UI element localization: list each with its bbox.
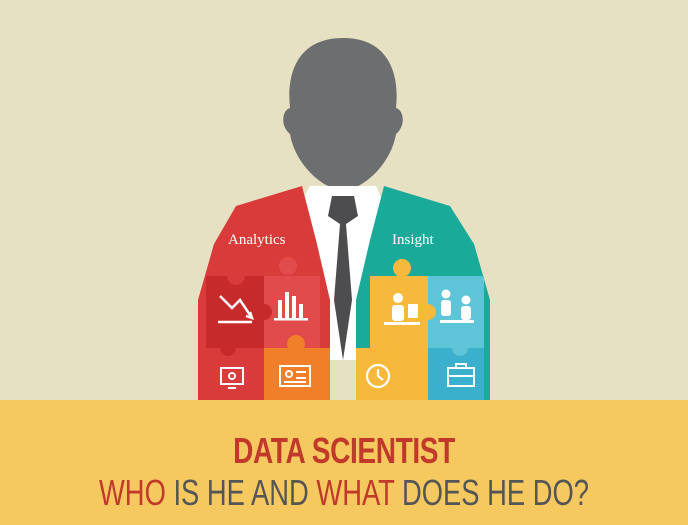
head-silhouette	[283, 38, 403, 196]
bar-chart-icon	[274, 292, 308, 321]
subtitle-who: WHO	[98, 472, 166, 513]
people-meeting-icon	[440, 289, 474, 323]
page-title: DATA SCIENTIST	[233, 430, 455, 471]
puzzle-knob	[287, 335, 305, 353]
puzzle-knob	[452, 340, 468, 356]
puzzle-piece	[428, 276, 484, 348]
page-subtitle: WHO IS HE AND WHAT DOES HE DO?	[83, 472, 606, 514]
puzzle-piece	[428, 348, 484, 400]
subtitle-what: WHAT	[316, 472, 395, 513]
puzzle-knob	[279, 257, 297, 275]
puzzle-knob	[227, 267, 245, 285]
subtitle-is-he-and: IS HE AND	[165, 472, 317, 513]
puzzle-knob	[439, 257, 457, 275]
puzzle-knob	[256, 304, 272, 320]
trend-down-chart-icon	[218, 295, 254, 324]
clock-icon	[365, 363, 391, 389]
puzzle-piece	[264, 348, 330, 400]
id-card-icon	[279, 365, 311, 387]
puzzle-piece	[206, 276, 264, 348]
briefcase-icon	[447, 363, 475, 387]
insight-label: Insight	[392, 232, 434, 248]
puzzle-knob	[393, 259, 411, 277]
necktie	[328, 196, 358, 360]
title-banner	[0, 400, 688, 525]
puzzle-knob	[420, 304, 436, 320]
puzzle-knob	[379, 341, 397, 359]
person-at-desk-icon	[384, 293, 420, 325]
puzzle-knob	[220, 340, 236, 356]
computer-monitor-icon	[220, 367, 244, 389]
analytics-label: Analytics	[228, 232, 286, 248]
subtitle-does-he-do: DOES HE DO?	[394, 472, 590, 513]
